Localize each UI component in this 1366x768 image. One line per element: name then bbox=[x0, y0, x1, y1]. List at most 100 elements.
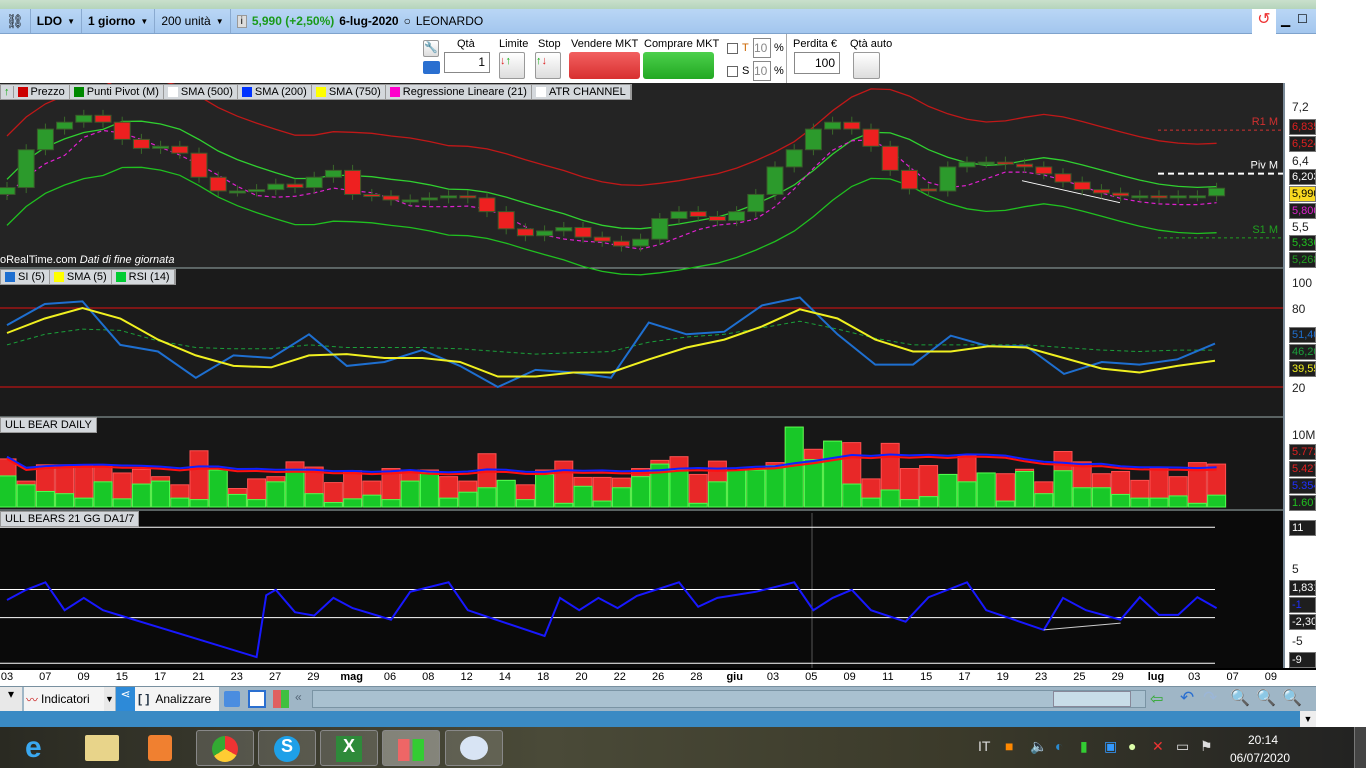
volume-bar-buy bbox=[151, 480, 171, 508]
legend-item[interactable]: SMA (750) bbox=[312, 85, 386, 99]
action-center-flag-icon[interactable]: ⚑ bbox=[1200, 738, 1213, 754]
double-chevron-left-icon[interactable]: « bbox=[295, 690, 302, 704]
redo-icon[interactable]: ↷ bbox=[1203, 688, 1218, 707]
refresh-icon[interactable]: ↺ bbox=[1252, 9, 1276, 34]
maximize-button[interactable]: ☐ bbox=[1297, 12, 1308, 26]
language-indicator[interactable]: IT bbox=[978, 738, 991, 754]
candle-body bbox=[152, 145, 170, 149]
power-icon[interactable]: ✕ bbox=[1152, 738, 1164, 754]
horizontal-scrollbar[interactable] bbox=[312, 690, 1146, 708]
comment-icon[interactable] bbox=[224, 691, 240, 707]
stop-order-button[interactable]: ↑↓ bbox=[535, 52, 561, 79]
atr-lower-line bbox=[6, 166, 1217, 276]
taskbar-skype[interactable]: S bbox=[258, 730, 316, 766]
volume-bar-buy bbox=[247, 499, 267, 508]
date-tick-label: 06 bbox=[383, 671, 397, 683]
dropdown-button[interactable]: ▾ bbox=[0, 687, 22, 711]
chart-area[interactable]: R1 M Piv M S1 M ↑ Prezzo Punti Pivot (M) SMA … bbox=[0, 83, 1283, 668]
goto-date-icon[interactable]: ⇦ bbox=[1150, 691, 1164, 708]
legend-item[interactable]: RSI (14) bbox=[112, 270, 175, 284]
taskbar-trading-app[interactable] bbox=[382, 730, 440, 766]
volume-bar-buy bbox=[1149, 497, 1169, 508]
taskbar-excel[interactable]: X bbox=[320, 730, 378, 766]
show-desktop-button[interactable] bbox=[1354, 727, 1366, 768]
t-checkbox[interactable] bbox=[727, 43, 738, 54]
share-icon[interactable]: ⋖ bbox=[116, 687, 135, 711]
arrow-up-icon[interactable]: ↑ bbox=[1, 86, 14, 98]
network-icon[interactable]: ▭ bbox=[1176, 738, 1190, 754]
minimize-button[interactable]: ▁ bbox=[1281, 13, 1291, 27]
scrollbar-thumb[interactable] bbox=[1053, 691, 1131, 707]
indicators-button[interactable]: 〰 Indicatori bbox=[24, 687, 104, 711]
clock-time[interactable]: 20:14 bbox=[1248, 733, 1279, 747]
date-tick-label: 18 bbox=[537, 671, 550, 683]
zoom-in-icon[interactable]: 🔍 bbox=[1282, 690, 1302, 707]
legend-item[interactable]: SMA (5) bbox=[50, 270, 112, 284]
legend-item[interactable]: SMA (200) bbox=[238, 85, 312, 99]
legend-item[interactable]: SI (5) bbox=[1, 270, 50, 284]
volume-bar-buy bbox=[1111, 493, 1131, 508]
zoom-out-icon[interactable]: 🔍 bbox=[1256, 690, 1276, 707]
volume-bar-buy bbox=[189, 499, 209, 508]
units-dropdown[interactable]: 200 unità ▼ bbox=[155, 9, 231, 33]
clock-date[interactable]: 06/07/2020 bbox=[1230, 751, 1291, 765]
date-tick-label: 03 bbox=[766, 671, 780, 683]
tray-icon[interactable]: ● bbox=[1128, 738, 1137, 754]
axis-tick-label: 6,4 bbox=[1292, 154, 1309, 168]
limit-order-button[interactable]: ↓↑ bbox=[499, 52, 525, 79]
t-percent-input[interactable]: 10 bbox=[753, 38, 771, 58]
taskbar-chrome[interactable] bbox=[196, 730, 254, 766]
pivot-label: R1 M bbox=[1252, 116, 1278, 128]
date-tick-label: 29 bbox=[307, 671, 320, 683]
volume-bar-buy bbox=[1091, 487, 1111, 508]
buy-label: Comprare MKT bbox=[644, 38, 720, 50]
analyze-button[interactable]: [ ] Analizzare bbox=[135, 687, 219, 711]
compare-chart-icon[interactable] bbox=[248, 690, 266, 708]
keyboard-icon[interactable] bbox=[423, 61, 440, 74]
app-tray-icon[interactable]: ◐ bbox=[1055, 738, 1064, 754]
chevron-down-icon[interactable]: ▼ bbox=[1300, 711, 1316, 727]
s-checkbox[interactable] bbox=[727, 66, 738, 77]
axis-value-tag: 5,268 bbox=[1289, 252, 1316, 268]
candle-body bbox=[401, 199, 419, 203]
watermark: oRealTime.com Dati di fine giornata bbox=[0, 254, 175, 266]
volume-icon[interactable]: 🔈 bbox=[1030, 738, 1048, 754]
legend-swatch bbox=[389, 87, 400, 97]
s-percent-input[interactable]: 10 bbox=[753, 61, 771, 81]
undo-icon[interactable]: ↶ bbox=[1180, 688, 1195, 707]
java-icon[interactable]: ■ bbox=[1005, 738, 1014, 754]
chart-settings-icon[interactable] bbox=[273, 690, 289, 708]
link-icon[interactable]: ⛓ bbox=[0, 9, 31, 33]
legend-item[interactable]: ATR CHANNEL bbox=[532, 85, 631, 99]
qty-input[interactable]: 1 bbox=[444, 52, 490, 73]
indicators-dropdown[interactable]: ▼ bbox=[104, 687, 115, 711]
legend-item[interactable]: Punti Pivot (M) bbox=[70, 85, 164, 99]
trading-tray-icon[interactable]: ▮ bbox=[1080, 738, 1088, 754]
volume-bar-buy bbox=[1053, 470, 1073, 508]
taskbar-paint[interactable] bbox=[445, 730, 503, 766]
legend-item[interactable]: Regressione Lineare (21) bbox=[386, 85, 532, 99]
internet-explorer-icon[interactable]: e bbox=[25, 731, 42, 764]
period-dropdown[interactable]: 1 giorno ▼ bbox=[82, 9, 156, 33]
file-explorer-icon[interactable] bbox=[85, 735, 119, 761]
wrench-icon[interactable]: 🔧 bbox=[423, 40, 439, 57]
zoom-fit-icon[interactable]: 🔍 bbox=[1230, 690, 1250, 707]
axis-value-tag: 1.607 bbox=[1289, 495, 1316, 511]
loss-input[interactable]: 100 bbox=[794, 52, 840, 74]
media-player-icon[interactable] bbox=[148, 735, 172, 761]
info-icon[interactable]: i bbox=[236, 14, 247, 28]
buy-market-button[interactable] bbox=[643, 52, 714, 79]
symbol-dropdown[interactable]: LDO ▼ bbox=[31, 9, 83, 33]
volume-pane-title[interactable]: ULL BEAR DAILY bbox=[0, 417, 97, 433]
legend-item[interactable]: Prezzo bbox=[14, 85, 70, 99]
candle-body bbox=[612, 240, 630, 247]
sell-market-button[interactable] bbox=[569, 52, 640, 79]
update-icon[interactable]: ▣ bbox=[1104, 738, 1118, 754]
stop-label: Stop bbox=[538, 38, 561, 50]
instrument-name: LEONARDO bbox=[415, 14, 484, 28]
date-axis[interactable]: 03 07 09 15 17 21 23 27 29 mag 06 08 12 14 18 20 22 26 28 g… bbox=[0, 668, 1316, 686]
legend-label: SMA (5) bbox=[66, 271, 107, 283]
legend-item[interactable]: SMA (500) bbox=[164, 85, 238, 99]
bullbear-pane-title[interactable]: ULL BEARS 21 GG DA1/7 bbox=[0, 511, 140, 527]
auto-qty-button[interactable] bbox=[853, 52, 880, 79]
